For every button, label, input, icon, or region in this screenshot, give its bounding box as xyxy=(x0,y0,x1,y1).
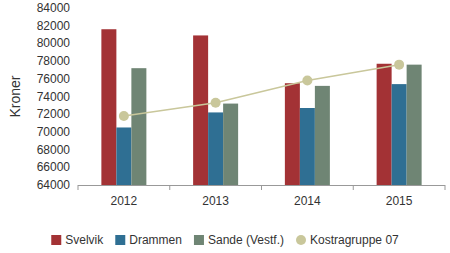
bar xyxy=(392,84,407,185)
x-tick-label: 2015 xyxy=(386,194,413,208)
x-tick-label: 2014 xyxy=(294,194,321,208)
y-tick-label: 80000 xyxy=(37,36,71,50)
marker xyxy=(302,76,312,86)
y-tick-label: 66000 xyxy=(37,160,71,174)
bar xyxy=(377,64,392,185)
x-tick-label: 2013 xyxy=(202,194,229,208)
y-tick xyxy=(75,149,78,150)
y-tick xyxy=(75,43,78,44)
bar xyxy=(223,104,238,185)
y-tick xyxy=(75,78,78,79)
bar xyxy=(300,108,315,185)
x-tick xyxy=(169,185,170,190)
y-tick-label: 64000 xyxy=(37,178,71,192)
x-tick xyxy=(78,185,79,190)
y-tick xyxy=(75,61,78,62)
legend-swatch xyxy=(194,235,204,245)
y-tick-label: 76000 xyxy=(37,72,71,86)
y-tick xyxy=(75,8,78,9)
x-tick xyxy=(353,185,354,190)
legend-label: Svelvik xyxy=(65,233,104,247)
x-tick-label: 2012 xyxy=(111,194,138,208)
legend-swatch xyxy=(115,235,125,245)
bar xyxy=(407,65,422,185)
y-tick-label: 68000 xyxy=(37,143,71,157)
marker xyxy=(119,111,129,121)
legend-swatch xyxy=(51,235,61,245)
legend-label: Kostragruppe 07 xyxy=(310,233,399,247)
bar xyxy=(101,29,116,185)
y-tick-label: 78000 xyxy=(37,54,71,68)
legend-label: Sande (Vestf.) xyxy=(208,233,284,247)
y-tick-label: 72000 xyxy=(37,107,71,121)
chart: 64000 66000 68000 70000 72000 74000 76000 78000… xyxy=(0,0,450,253)
bar xyxy=(315,86,330,185)
bar xyxy=(193,35,208,185)
y-tick-label: 70000 xyxy=(37,125,71,139)
bar xyxy=(116,127,131,185)
bar xyxy=(285,83,300,185)
y-tick-label: 74000 xyxy=(37,90,71,104)
marker xyxy=(394,60,404,70)
y-tick-label: 84000 xyxy=(37,1,71,15)
y-tick-label: 82000 xyxy=(37,19,71,33)
y-tick xyxy=(75,114,78,115)
y-axis-title: Kroner xyxy=(7,75,23,117)
y-tick xyxy=(75,167,78,168)
x-tick xyxy=(445,185,446,190)
legend-label: Drammen xyxy=(129,233,182,247)
plot-marks xyxy=(101,29,421,185)
x-tick xyxy=(261,185,262,190)
y-tick xyxy=(75,131,78,132)
marker xyxy=(211,98,221,108)
bar xyxy=(208,112,223,185)
legend-swatch xyxy=(296,235,306,245)
legend: Svelvik Drammen Sande (Vestf.) Kostragruppe… xyxy=(51,233,399,247)
line xyxy=(124,65,399,116)
y-tick xyxy=(75,25,78,26)
bar xyxy=(131,68,146,185)
y-tick xyxy=(75,96,78,97)
